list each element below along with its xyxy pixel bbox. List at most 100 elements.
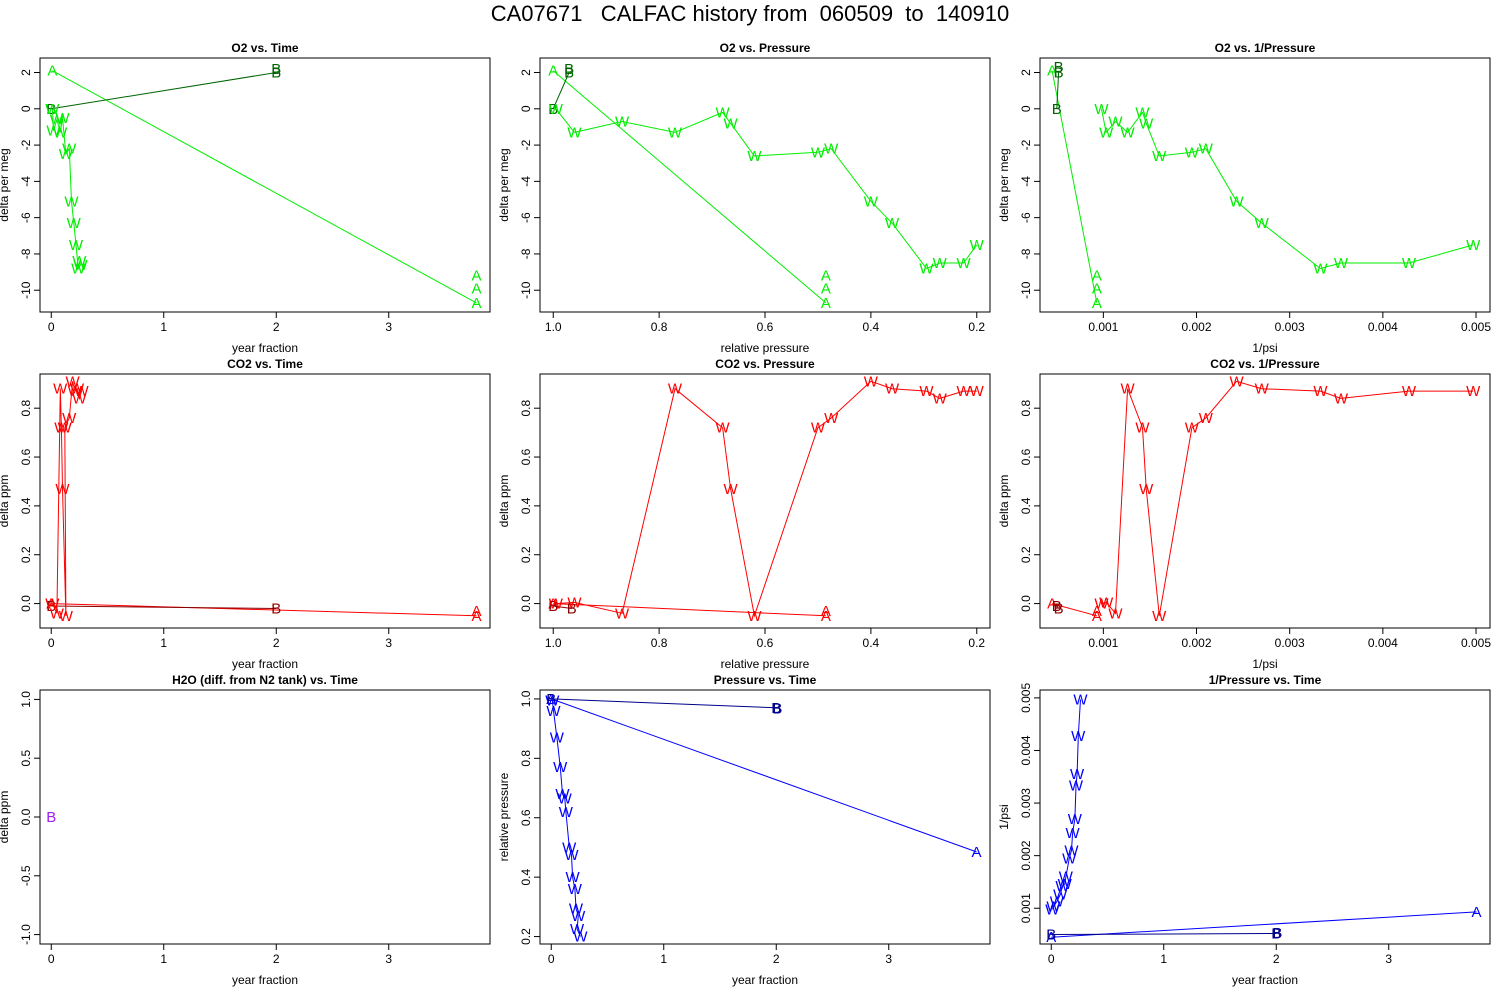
data-point-W: W: [1070, 766, 1085, 783]
y-tick-label: -2: [1019, 139, 1033, 150]
data-point-W: W: [724, 115, 739, 132]
y-tick-label: 0.0: [519, 595, 533, 612]
data-point-W: W: [1139, 115, 1154, 132]
data-point-W: W: [1255, 381, 1270, 398]
data-point-W: W: [1139, 481, 1154, 498]
x-tick-label: 3: [385, 636, 392, 650]
data-point-W: W: [1068, 811, 1083, 828]
data-point-W: W: [1094, 101, 1109, 118]
data-point-B: B: [548, 101, 558, 118]
data-point-W: W: [956, 383, 971, 400]
data-point-W: W: [571, 908, 586, 925]
data-point-A: A: [471, 280, 481, 297]
data-point-W: W: [550, 730, 565, 747]
y-tick-label: 0.003: [1019, 788, 1033, 818]
data-point-W: W: [570, 921, 585, 938]
data-point-W: W: [55, 481, 70, 498]
chart-title: O2 vs. Time: [231, 41, 298, 55]
data-point-W: W: [1062, 850, 1077, 867]
x-tick-label: 0.004: [1368, 636, 1398, 650]
data-point-W: W: [64, 193, 79, 210]
data-point-W: W: [1059, 869, 1074, 886]
y-axis-label: delta ppm: [497, 475, 511, 528]
data-point-W: W: [1152, 148, 1167, 165]
data-point-A: A: [1092, 268, 1102, 285]
data-point-W: W: [919, 383, 934, 400]
data-point-W: W: [864, 373, 879, 390]
series-line-W: [1101, 108, 1474, 270]
y-tick-label: -6: [519, 212, 533, 223]
data-point-W: W: [1313, 260, 1328, 277]
y-tick-label: 0.8: [1019, 400, 1033, 417]
data-point-A: A: [1047, 596, 1057, 613]
data-point-W: W: [1199, 141, 1214, 158]
x-tick-label: 3: [385, 320, 392, 334]
x-axis-label: relative pressure: [721, 657, 810, 671]
series-line-B: [552, 72, 570, 110]
data-point-W: W: [668, 124, 683, 141]
data-point-B: B: [271, 65, 281, 82]
data-point-A: A: [548, 596, 558, 613]
chart-title: CO2 vs. 1/Pressure: [1210, 357, 1320, 371]
data-point-W: W: [1185, 144, 1200, 161]
y-tick-label: -0.5: [19, 865, 33, 886]
series-line-B: [51, 72, 277, 110]
series-line-B: [551, 698, 777, 709]
x-tick-label: 0: [1048, 952, 1055, 966]
data-point-A: A: [1047, 63, 1057, 80]
data-point-W: W: [1120, 381, 1135, 398]
data-point-A: A: [821, 608, 831, 625]
data-point-W: W: [559, 804, 574, 821]
data-point-W: W: [75, 383, 90, 400]
x-tick-label: 2: [773, 952, 780, 966]
data-point-W: W: [1058, 876, 1073, 893]
x-axis-label: year fraction: [732, 973, 798, 987]
x-axis-label: year fraction: [232, 341, 298, 355]
chart-panel-4: CO2 vs. Time 0 1 2 3 0.0 0.2 0.4 0.6 0.8 year frac…: [0, 357, 491, 671]
data-point-B: B: [46, 809, 56, 826]
data-point-W: W: [1334, 390, 1349, 407]
y-tick-label: 0.0: [19, 595, 33, 612]
y-tick-label: 0.0: [19, 808, 33, 825]
data-point-W: W: [615, 605, 630, 622]
data-point-W: W: [1066, 825, 1081, 842]
data-point-W: W: [824, 141, 839, 158]
data-point-W: W: [568, 881, 583, 898]
data-point-W: W: [71, 260, 86, 277]
data-point-A: A: [821, 280, 831, 297]
data-point-A: A: [47, 63, 57, 80]
data-point-W: W: [73, 257, 88, 274]
y-axis-label: delta per meg: [497, 148, 511, 221]
data-point-B: B: [1271, 925, 1281, 942]
chart-title: Pressure vs. Time: [714, 673, 817, 687]
x-tick-label: 0: [48, 320, 55, 334]
y-tick-label: 2: [19, 69, 33, 76]
data-point-W: W: [1185, 420, 1200, 437]
series-line-A: [1051, 603, 1097, 617]
data-point-W: W: [1069, 778, 1084, 795]
data-point-W: W: [933, 390, 948, 407]
y-tick-label: 0.8: [519, 750, 533, 767]
data-point-W: W: [67, 215, 82, 232]
y-tick-label: -4: [1019, 176, 1033, 187]
data-point-W: W: [919, 260, 934, 277]
chart-panel-8: Pressure vs. Time 0 1 2 3 0.2 0.4 0.6 0.8 1.0 year…: [497, 673, 991, 987]
x-tick-label: 0.005: [1461, 636, 1491, 650]
data-point-B: B: [564, 65, 574, 82]
page-title: CA07671 CALFAC history from 060509 to 14…: [490, 1, 1010, 26]
data-point-W: W: [70, 381, 85, 398]
data-point-W: W: [933, 255, 948, 272]
x-tick-label: 0: [48, 636, 55, 650]
data-point-W: W: [1152, 608, 1167, 625]
series-line-W: [551, 700, 581, 937]
y-tick-label: 0: [19, 105, 33, 112]
x-axis-label: relative pressure: [721, 341, 810, 355]
data-point-W: W: [567, 594, 582, 611]
data-point-W: W: [549, 101, 564, 118]
data-point-W: W: [1466, 237, 1481, 254]
x-tick-label: 0.6: [757, 320, 774, 334]
data-point-W: W: [1255, 215, 1270, 232]
data-point-W: W: [567, 124, 582, 141]
data-point-W: W: [558, 790, 573, 807]
